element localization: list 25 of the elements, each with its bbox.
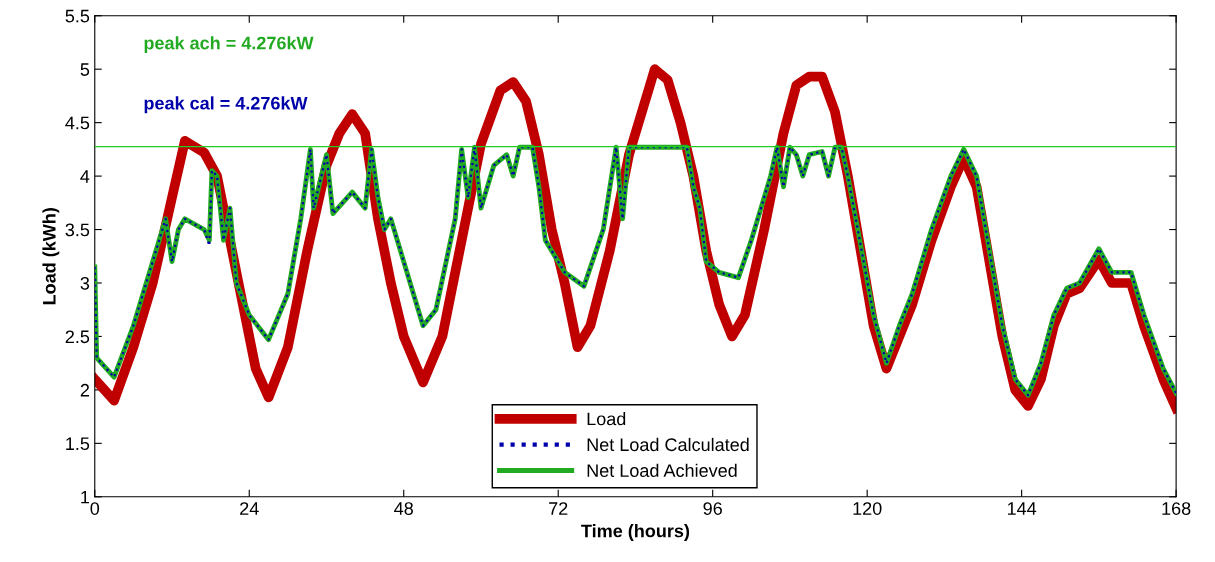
x-axis-title: Time (hours) [581,524,690,541]
annotation: peak ach = 4.276kW [144,36,314,54]
y-tick-label: 1 [81,490,90,504]
x-tick-label: 168 [1162,502,1191,515]
legend-label: Net Load Achieved [587,463,737,477]
x-tick-label: 96 [703,502,722,515]
y-tick-label: 1.5 [66,437,90,451]
x-tick-label: 24 [240,502,259,515]
y-axis-title: Load (kWh) [42,208,60,305]
y-tick-label: 3 [80,276,90,290]
x-tick-label: 72 [549,502,568,515]
legend-label: Net Load Calculated [587,437,749,452]
x-tick-label: 48 [394,502,413,515]
y-tick-label: 2.5 [65,330,90,344]
y-tick-label: 5.5 [65,9,90,23]
y-tick-label: 4 [80,170,90,183]
x-tick-label: 0 [90,502,100,515]
y-tick-label: 2 [80,383,89,397]
y-tick-label: 5 [80,63,90,76]
legend-label: Load [587,412,626,426]
x-tick-label: 120 [853,502,882,515]
x-tick-label: 144 [1007,502,1037,515]
y-tick-label: 3.5 [65,223,90,237]
y-tick-label: 4.5 [65,116,90,130]
annotation: peak cal = 4.276kW [144,96,308,114]
